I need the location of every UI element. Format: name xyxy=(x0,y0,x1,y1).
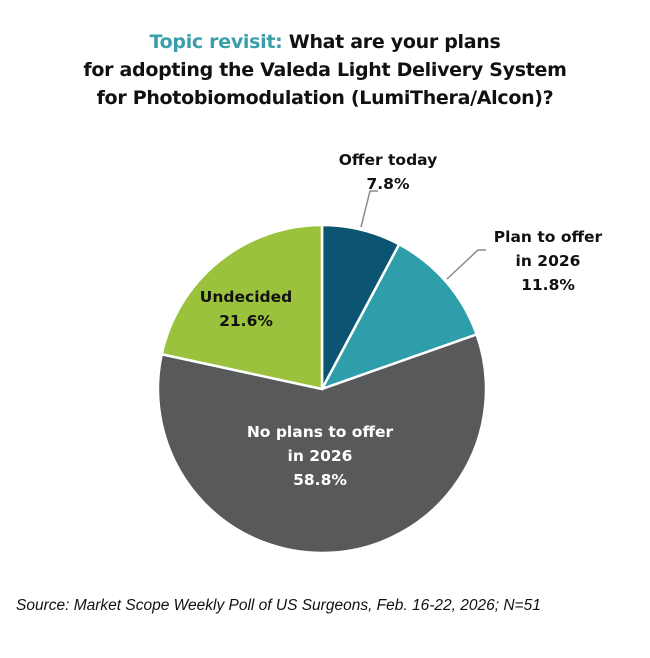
leader-line-plan-to-offer xyxy=(446,249,486,280)
slice-category-label: Undecided xyxy=(200,288,292,306)
slice-value-label: 7.8% xyxy=(367,175,410,193)
source-note: Source: Market Scope Weekly Poll of US S… xyxy=(16,597,541,614)
slice-category-label: in 2026 xyxy=(288,447,353,465)
pie-slice-2 xyxy=(156,332,488,555)
slice-category-label: in 2026 xyxy=(516,252,581,270)
title-highlight: Topic revisit: xyxy=(149,31,283,53)
chart-title: Topic revisit: What are your plans for a… xyxy=(0,28,650,112)
slice-value-label: 11.8% xyxy=(521,276,575,294)
pie-slice-3 xyxy=(160,223,324,391)
slice-category-label: Offer today xyxy=(339,151,438,169)
slice-value-label: 58.8% xyxy=(293,471,347,489)
leader-line-offer-today xyxy=(360,190,378,228)
slice-category-label: Plan to offer xyxy=(494,228,603,246)
pie-slice-1 xyxy=(319,242,479,392)
slice-value-label: 21.6% xyxy=(219,312,273,330)
title-line3: for Photobiomodulation (LumiThera/Alcon)… xyxy=(96,87,554,109)
slice-category-label: No plans to offer xyxy=(247,423,394,441)
title-line2: for adopting the Valeda Light Delivery S… xyxy=(83,59,567,81)
title-line1: What are your plans xyxy=(288,31,501,53)
